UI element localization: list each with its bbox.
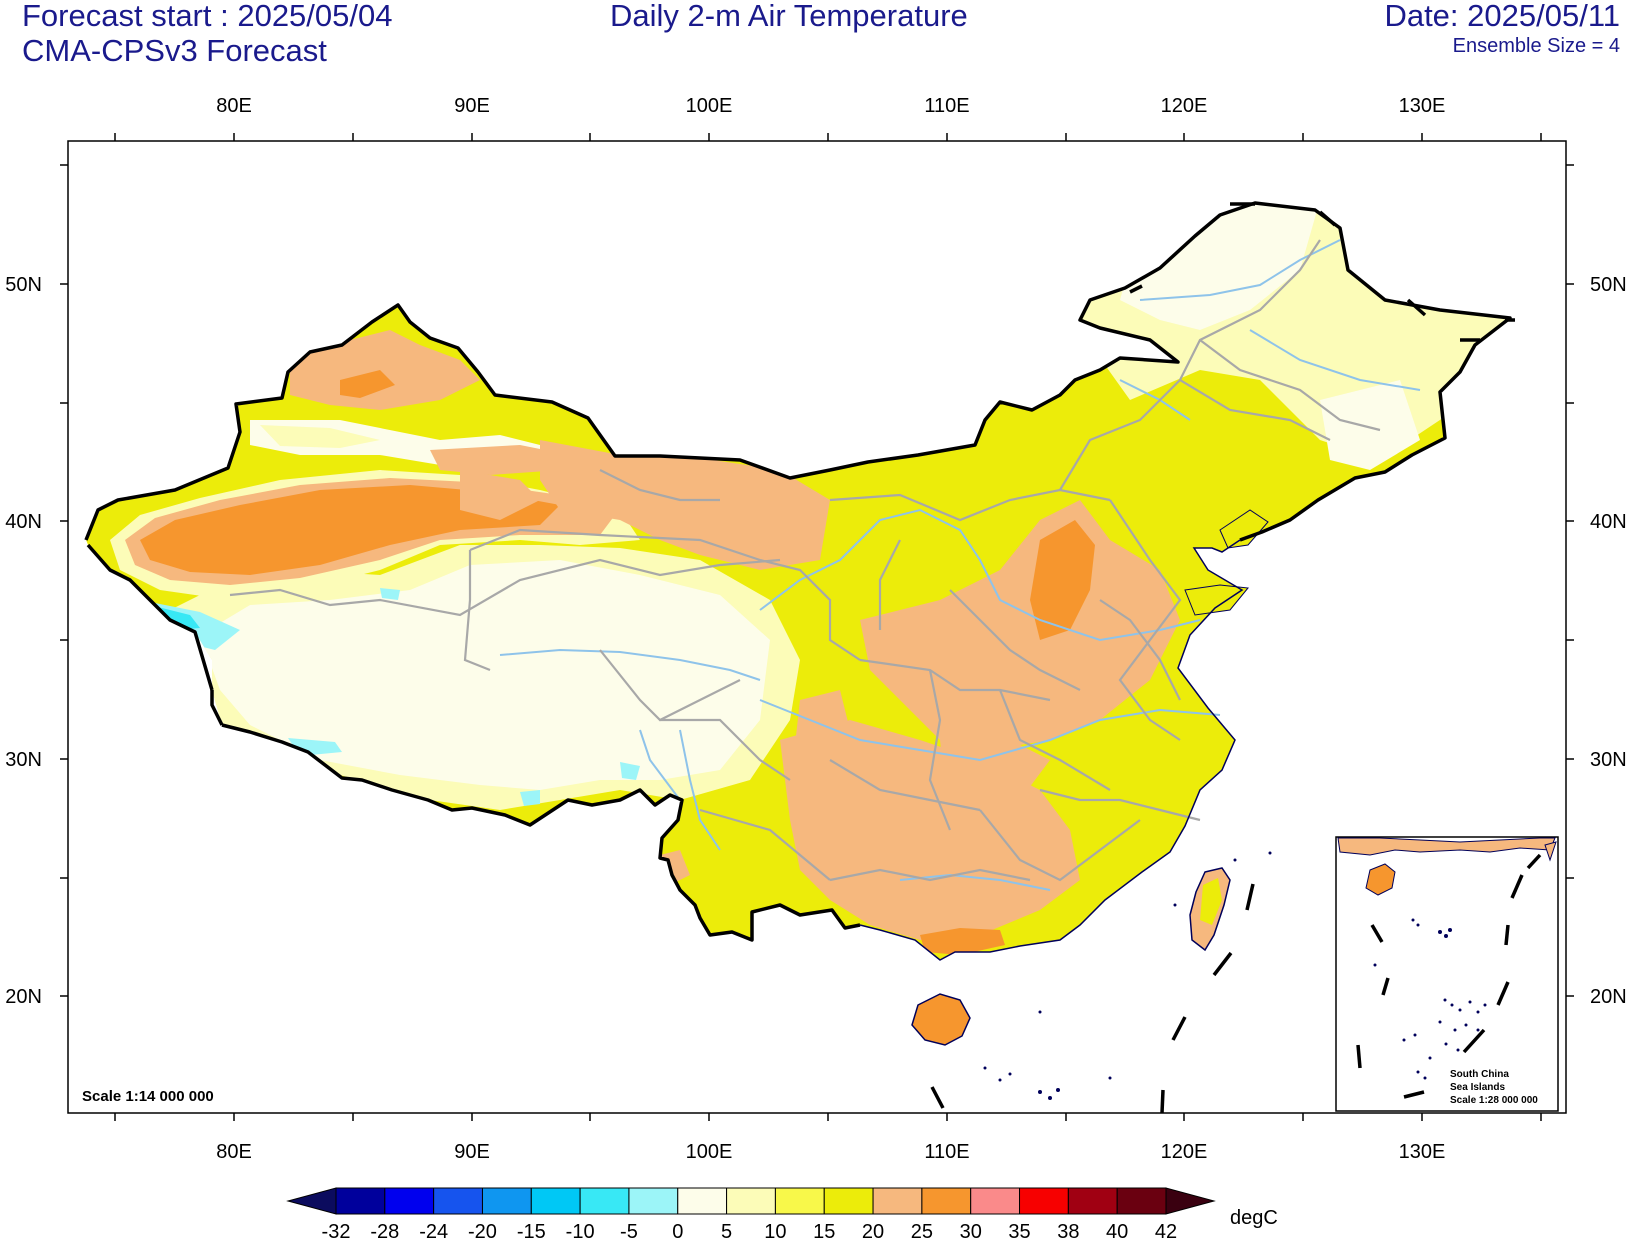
tick-marks xyxy=(60,133,1574,1121)
temperature-field xyxy=(86,203,1510,960)
lat-label-right: 20N xyxy=(1590,986,1627,1008)
colorbar-level-label: 25 xyxy=(911,1221,933,1241)
lat-label-right: 40N xyxy=(1590,511,1627,533)
islands xyxy=(983,851,1272,1100)
lon-label-bottom: 130E xyxy=(1399,1141,1446,1163)
lon-label-bottom: 90E xyxy=(454,1141,490,1163)
colorbar-swatch xyxy=(1116,1187,1167,1215)
lat-label-right: 30N xyxy=(1590,749,1627,771)
lon-label-bottom: 80E xyxy=(216,1141,252,1163)
colorbar-swatch xyxy=(433,1187,483,1215)
ensemble-size-label: Ensemble Size = 4 xyxy=(1452,35,1620,57)
lon-label-top: 80E xyxy=(216,95,252,117)
lon-label-bottom: 120E xyxy=(1161,1141,1208,1163)
colorbar-level-label: 0 xyxy=(672,1221,683,1241)
colorbar-swatch xyxy=(530,1187,581,1215)
model-label: CMA-CPSv3 Forecast xyxy=(22,33,327,68)
lon-label-top: 120E xyxy=(1161,95,1208,117)
colorbar-swatch xyxy=(677,1187,728,1215)
lon-label-top: 130E xyxy=(1399,95,1446,117)
colorbar-swatch xyxy=(579,1187,630,1215)
colorbar-level-label: -10 xyxy=(566,1221,595,1241)
colorbar-swatch xyxy=(628,1187,679,1215)
colorbar-level-label: 40 xyxy=(1106,1221,1128,1241)
colorbar-swatch xyxy=(970,1187,1021,1215)
colorbar-level-label: -32 xyxy=(322,1221,351,1241)
lat-label-left: 50N xyxy=(5,274,42,296)
colorbar-level-label: -15 xyxy=(517,1221,546,1241)
colorbar-swatch xyxy=(481,1187,532,1215)
colorbar-swatch xyxy=(335,1187,386,1215)
lat-label-left: 40N xyxy=(5,511,42,533)
colorbar-level-label: 5 xyxy=(721,1221,732,1241)
colorbar-swatch xyxy=(872,1187,923,1215)
colorbar: -32 -28 -24 -20 -15 -10 -5 0 5 10 15 20 25 30 35 38 40 42 xyxy=(286,1187,1216,1241)
colorbar-max-arrow xyxy=(1165,1187,1216,1215)
map-title: Daily 2-m Air Temperature xyxy=(610,0,968,33)
colorbar-level-label: 30 xyxy=(960,1221,982,1241)
colorbar-min-arrow xyxy=(286,1187,337,1215)
colorbar-level-label: 35 xyxy=(1008,1221,1030,1241)
colorbar-swatch xyxy=(384,1187,435,1215)
colorbar-swatch xyxy=(1067,1187,1118,1215)
lat-label-right: 50N xyxy=(1590,274,1627,296)
scale-label: Scale 1:14 000 000 xyxy=(82,1088,214,1105)
province-borders xyxy=(229,239,1381,882)
south-china-sea-inset: South China Sea Islands Scale 1:28 000 0… xyxy=(1335,836,1559,1112)
inset-label-3: Scale 1:28 000 000 xyxy=(1450,1095,1538,1106)
colorbar-level-label: -24 xyxy=(419,1221,448,1241)
forecast-start-label: Forecast start : 2025/05/04 xyxy=(22,0,393,33)
inset-label-1: South China xyxy=(1450,1069,1509,1080)
colorbar-level-label: -5 xyxy=(620,1221,638,1241)
colorbar-swatch xyxy=(1019,1187,1069,1215)
colorbar-swatch xyxy=(726,1187,776,1215)
inset-label-2: Sea Islands xyxy=(1450,1082,1505,1093)
colorbar-level-label: 10 xyxy=(764,1221,786,1241)
colorbar-level-label: 20 xyxy=(862,1221,884,1241)
map-frame xyxy=(67,140,1567,1114)
hainan-island xyxy=(911,993,971,1046)
lon-label-top: 90E xyxy=(454,95,490,117)
rivers xyxy=(499,239,1421,891)
colorbar-swatch xyxy=(774,1187,825,1215)
colorbar-level-label: -28 xyxy=(370,1221,399,1241)
colorbar-level-label: 15 xyxy=(813,1221,835,1241)
colorbar-swatch xyxy=(823,1187,874,1215)
lat-label-left: 30N xyxy=(5,749,42,771)
coastline xyxy=(859,539,1244,961)
lat-label-left: 20N xyxy=(5,986,42,1008)
colorbar-swatch xyxy=(921,1187,972,1215)
colorbar-level-label: 38 xyxy=(1057,1221,1079,1241)
colorbar-level-label: 42 xyxy=(1155,1221,1177,1241)
lon-label-top: 110E xyxy=(924,95,969,117)
dash-line xyxy=(930,202,1515,1114)
lon-label-bottom: 100E xyxy=(686,1141,733,1163)
national-border xyxy=(84,201,1512,942)
colorbar-level-label: -20 xyxy=(468,1221,497,1241)
colorbar-unit: degC xyxy=(1230,1207,1278,1229)
lon-label-bottom: 110E xyxy=(924,1141,969,1163)
lon-label-top: 100E xyxy=(686,95,733,117)
valid-date-label: Date: 2025/05/11 xyxy=(1384,0,1620,33)
